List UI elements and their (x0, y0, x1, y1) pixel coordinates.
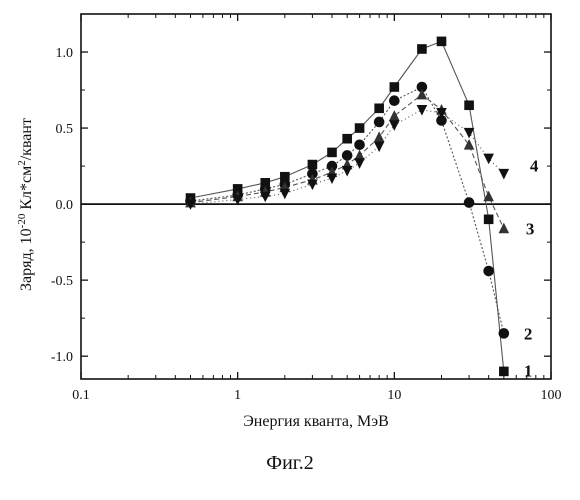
data-point-square (417, 44, 427, 54)
data-point-triangle-down (464, 128, 475, 139)
x-tick-label: 10 (387, 388, 401, 403)
y-tick-label: 1.0 (56, 46, 74, 61)
data-point-circle (374, 117, 385, 128)
data-point-circle (389, 95, 400, 106)
series-line-1 (191, 41, 504, 371)
series-markers (185, 37, 509, 377)
data-point-triangle-down (354, 158, 365, 169)
data-point-triangle-down (389, 120, 400, 131)
data-point-triangle-down (499, 169, 510, 180)
y-axis-title: Заряд, 10-20 Кл*см2/квант (16, 118, 35, 291)
x-axis-title: Энергия кванта, МэВ (243, 413, 389, 430)
y-axis-title-exponent: -20 (16, 213, 28, 228)
x-tick-label: 1 (234, 388, 241, 403)
data-point-circle (499, 328, 510, 339)
series-curves (191, 41, 504, 371)
series-line-2 (191, 87, 504, 333)
series-label: 4 (530, 157, 539, 176)
y-axis-title-part: Кл*см (18, 166, 35, 214)
data-point-triangle-down (342, 166, 353, 177)
y-tick-label: -0.5 (51, 274, 73, 289)
data-point-square (484, 215, 494, 225)
data-point-triangle-down (374, 142, 385, 153)
data-point-square (437, 37, 447, 47)
data-point-triangle-down (280, 189, 291, 200)
data-point-triangle-up (389, 110, 400, 121)
data-point-circle (483, 266, 494, 277)
data-point-square (390, 82, 400, 92)
x-tick-label: 0.1 (72, 388, 90, 403)
data-point-circle (354, 139, 365, 150)
axes (81, 14, 551, 379)
data-point-square (355, 123, 365, 133)
data-point-triangle-down (307, 180, 318, 191)
data-point-square (464, 100, 474, 110)
series-label: 3 (526, 219, 535, 238)
y-axis-title-part: Заряд, 10 (18, 228, 35, 291)
series-label: 2 (524, 324, 533, 343)
data-point-triangle-down (327, 173, 338, 184)
data-point-triangle-down (417, 105, 428, 116)
data-point-square (342, 134, 352, 144)
y-tick-label: 0.0 (56, 198, 74, 213)
data-point-circle (464, 197, 475, 208)
data-point-triangle-down (260, 192, 271, 203)
y-tick-label: 0.5 (56, 122, 74, 137)
data-point-square (499, 367, 509, 377)
data-point-square (374, 103, 384, 113)
data-point-square (308, 160, 318, 170)
x-tick-label: 100 (541, 388, 562, 403)
data-point-triangle-down (483, 154, 494, 165)
series-label: 1 (524, 361, 533, 380)
chart-labels: Энергия кванта, МэВ Заряд, 10-20 Кл*см2/… (16, 46, 562, 430)
data-point-triangle-up (499, 223, 510, 234)
figure-caption: Фиг.2 (0, 452, 580, 475)
y-axis-title-part: /квант (18, 118, 35, 160)
data-point-square (327, 148, 337, 158)
plot-frame (81, 14, 551, 379)
y-tick-label: -1.0 (51, 350, 73, 365)
